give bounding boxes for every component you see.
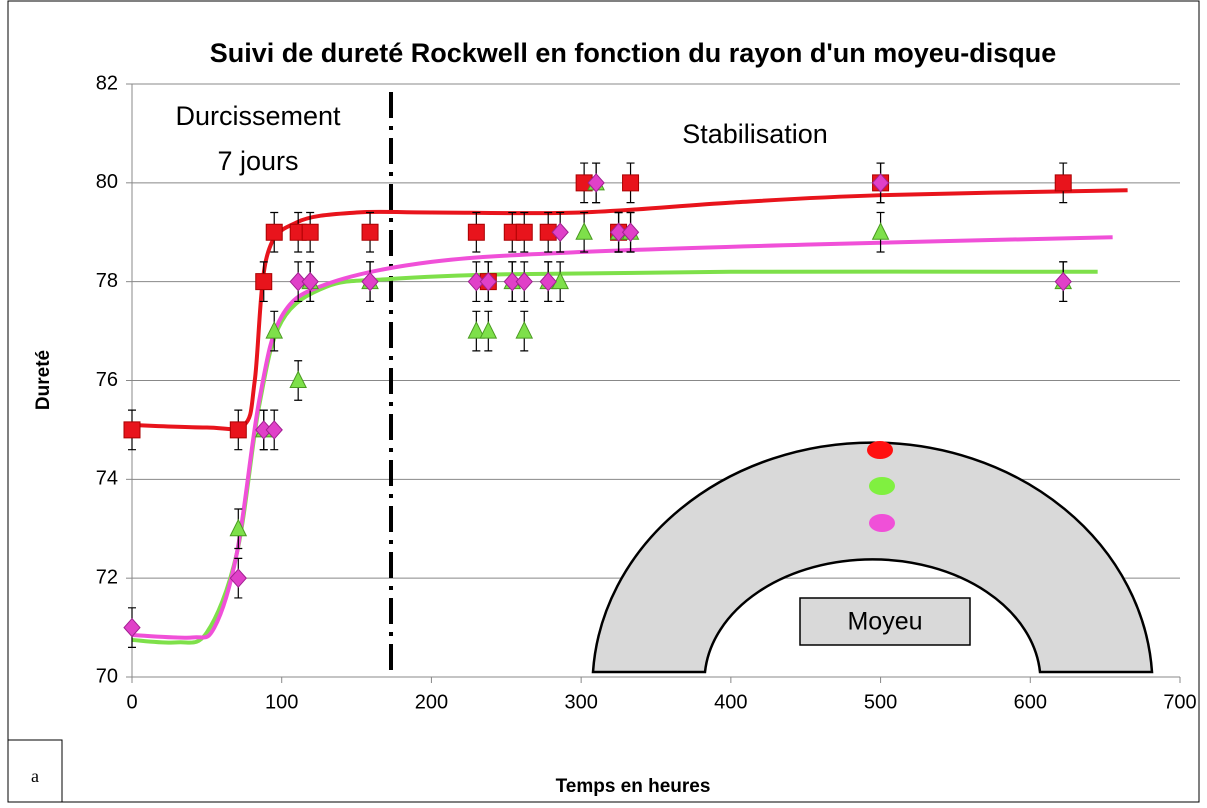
data-point (575, 174, 593, 192)
data-point (265, 223, 283, 241)
data-point (515, 320, 534, 339)
data-point (467, 271, 486, 292)
trend-line (131, 235, 1113, 640)
data-point (123, 617, 141, 638)
data-point (265, 420, 283, 440)
data-point (123, 421, 141, 439)
position-dot (867, 441, 893, 459)
y-tick-label: 76 (96, 369, 118, 391)
data-point (361, 223, 379, 241)
y-tick-label: 70 (96, 665, 118, 687)
hub-box (799, 597, 971, 646)
x-tick-label: 300 (564, 691, 597, 713)
data-point (575, 222, 593, 240)
data-point (539, 271, 557, 292)
y-tick-label: 80 (96, 171, 118, 193)
x-axis-label: Temps en heures (556, 776, 711, 797)
y-tick-label: 82 (96, 72, 118, 94)
position-dot (869, 514, 895, 532)
data-point (229, 421, 247, 439)
x-tick-label: 600 (1014, 691, 1047, 713)
hub-label: Moyeu (847, 608, 922, 636)
trend-line (131, 269, 1098, 645)
data-point (609, 222, 628, 243)
data-point (587, 173, 605, 193)
data-point (622, 174, 640, 192)
y-tick-label: 72 (96, 566, 118, 588)
data-point (871, 173, 890, 193)
x-tick-label: 700 (1163, 691, 1196, 713)
trend-line (131, 188, 1128, 432)
data-point (621, 222, 640, 243)
annotation: Stabilisation (682, 119, 828, 149)
data-point (467, 223, 485, 241)
annotation: Durcissement (175, 101, 341, 131)
x-tick-label: 200 (415, 691, 448, 713)
data-point (229, 518, 248, 537)
annotation: 7 jours (217, 146, 298, 176)
data-point (551, 222, 569, 243)
data-point (539, 223, 557, 241)
data-point (479, 320, 498, 339)
panel-label-box (7, 739, 63, 803)
data-point (265, 320, 284, 339)
data-point (503, 271, 521, 292)
y-tick-label: 74 (96, 468, 118, 490)
x-tick-label: 400 (714, 691, 747, 713)
inset-diagram: Moyeu (591, 441, 1154, 674)
data-point (515, 271, 533, 292)
y-axis-label: Dureté (33, 350, 54, 410)
data-point (289, 370, 307, 388)
x-tick-label: 100 (265, 691, 298, 713)
data-point (467, 320, 486, 339)
position-dot (869, 477, 895, 495)
x-tick-label: 500 (864, 691, 897, 713)
data-point (515, 223, 533, 241)
data-point (1054, 271, 1072, 292)
data-point (361, 271, 379, 292)
data-point (301, 223, 319, 241)
data-point (871, 222, 890, 240)
data-point (301, 271, 319, 292)
data-point (255, 273, 273, 291)
data-point (289, 271, 307, 292)
data-point (479, 271, 497, 292)
chart-title: Suivi de dureté Rockwell en fonction du … (210, 38, 1057, 68)
panel-label: a (31, 766, 39, 786)
x-tick-label: 0 (126, 691, 137, 713)
data-point (1054, 174, 1072, 192)
disk-shape (591, 441, 1154, 674)
data-point (551, 271, 569, 290)
y-tick-label: 78 (96, 270, 118, 292)
data-point (229, 568, 247, 588)
